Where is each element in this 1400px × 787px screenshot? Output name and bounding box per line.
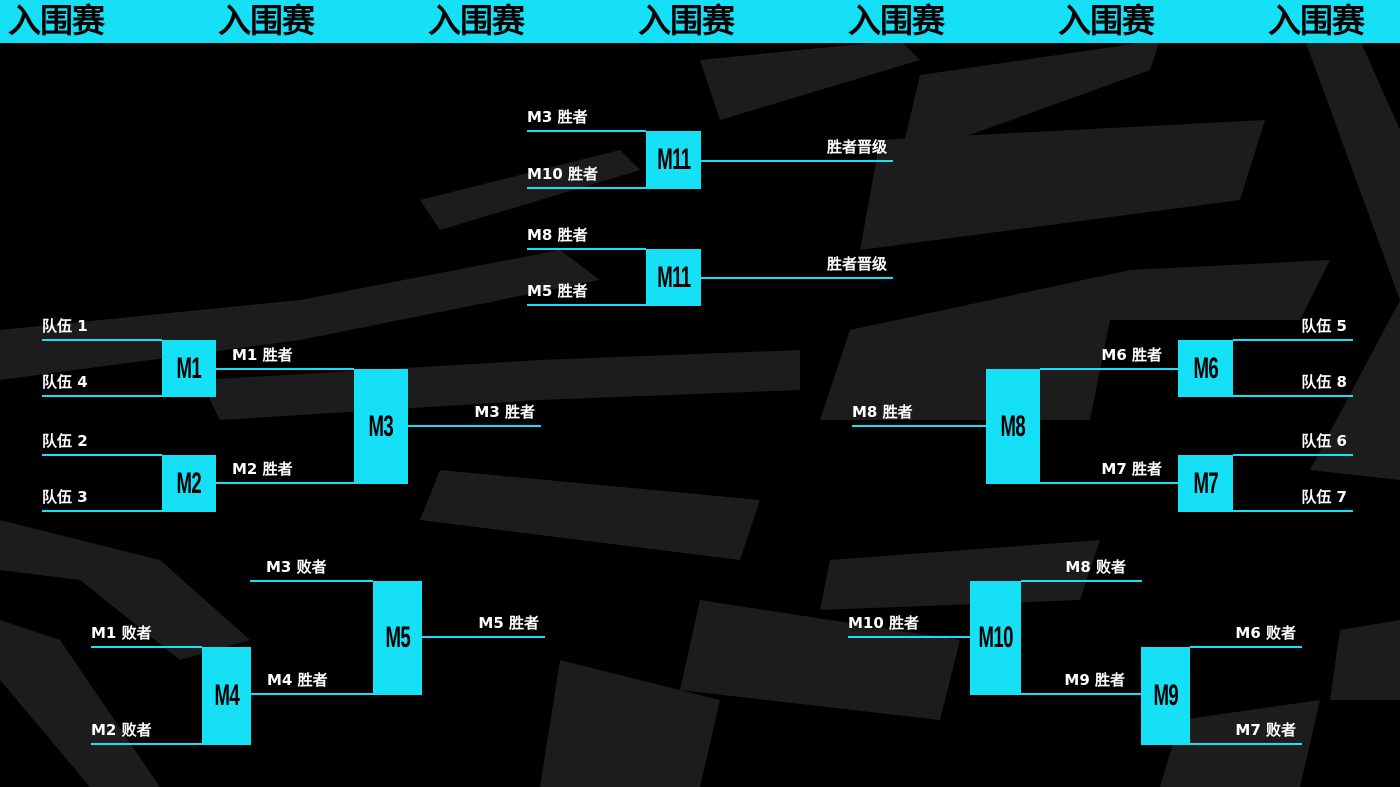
banner-title: 入围赛 (8, 1, 105, 40)
slot-label-m11b-bottom: M5 胜者 (527, 282, 588, 300)
match-box-m2: M2 (162, 455, 216, 512)
banner: 入围赛 入围赛 入围赛 入围赛 入围赛 入围赛 入围赛 (0, 0, 1400, 43)
connector-line (527, 187, 646, 189)
connector-line (91, 743, 202, 745)
connector-line (527, 248, 646, 250)
slot-label-m5-out: M5 胜者 (478, 614, 539, 632)
slot-label-team1: 队伍 1 (42, 317, 88, 335)
match-box-m7: M7 (1178, 455, 1233, 512)
match-box-m6: M6 (1178, 340, 1233, 397)
slot-label-team2: 队伍 2 (42, 432, 88, 450)
match-label: M3 (368, 409, 394, 443)
slot-label-m5-top: M3 败者 (266, 558, 327, 576)
slot-label-m11b-out: 胜者晋级 (826, 255, 887, 273)
connector-line (1233, 454, 1353, 456)
slot-label-m4-bottom: M2 败者 (91, 721, 152, 739)
match-box-m8: M8 (986, 369, 1040, 484)
banner-title: 入围赛 (428, 1, 525, 40)
connector-line (251, 693, 373, 695)
slot-label-m1-out: M1 胜者 (232, 346, 293, 364)
slot-label-m10-top: M8 败者 (1065, 558, 1126, 576)
slot-label-m11a-bottom: M10 胜者 (527, 165, 599, 183)
banner-title: 入围赛 (848, 1, 945, 40)
match-label: M5 (385, 621, 410, 654)
connector-line (527, 130, 646, 132)
match-box-m3: M3 (354, 369, 408, 484)
match-label: M1 (176, 351, 202, 385)
slot-label-m7-out: M7 胜者 (1101, 460, 1162, 478)
slot-label-team5: 队伍 5 (1301, 317, 1347, 335)
slot-label-m11b-top: M8 胜者 (527, 226, 588, 244)
connector-line (1233, 510, 1353, 512)
slot-label-m11a-out: 胜者晋级 (826, 138, 887, 156)
banner-title: 入围赛 (218, 1, 315, 40)
connector-line (1233, 395, 1353, 397)
match-label: M11 (656, 260, 691, 294)
match-box-m11b: M11 (646, 249, 701, 306)
slot-label-m9-top: M6 败者 (1235, 624, 1296, 642)
connector-line (1233, 339, 1353, 341)
connector-line (852, 425, 986, 427)
connector-line (701, 277, 893, 279)
connector-line (91, 646, 202, 648)
match-label: M7 (1193, 466, 1218, 500)
match-label: M6 (1193, 351, 1218, 385)
slot-label-m11a-top: M3 胜者 (527, 108, 588, 126)
connector-line (408, 425, 541, 427)
match-label: M2 (176, 466, 202, 500)
slot-label-team3: 队伍 3 (42, 488, 88, 506)
slot-label-m2-out: M2 胜者 (232, 460, 293, 478)
connector-line (1190, 646, 1302, 648)
connector-line (216, 482, 354, 484)
banner-title: 入围赛 (1268, 1, 1365, 40)
slot-label-m10-out: M10 胜者 (848, 614, 920, 632)
slot-label-team7: 队伍 7 (1301, 488, 1347, 506)
slot-label-m4-top: M1 败者 (91, 624, 152, 642)
connector-line (1190, 743, 1302, 745)
match-box-m9: M9 (1141, 647, 1190, 745)
connector-line (42, 454, 162, 456)
match-box-m5: M5 (373, 581, 422, 695)
connector-line (701, 160, 893, 162)
match-box-m11a: M11 (646, 131, 701, 189)
match-box-m4: M4 (202, 647, 251, 745)
banner-title: 入围赛 (1058, 1, 1155, 40)
match-label: M4 (214, 679, 239, 712)
slot-label-m9-out: M9 胜者 (1064, 671, 1125, 689)
connector-line (1021, 693, 1141, 695)
connector-line (848, 636, 970, 638)
connector-line (42, 510, 162, 512)
slot-label-m8-out: M8 胜者 (852, 403, 913, 421)
match-label: M9 (1153, 679, 1178, 712)
match-label: M11 (656, 143, 691, 176)
slot-label-m4-out: M4 胜者 (267, 671, 328, 689)
connector-line (42, 395, 162, 397)
connector-line (42, 339, 162, 341)
match-box-m1: M1 (162, 340, 216, 397)
slot-label-m6-out: M6 胜者 (1101, 346, 1162, 364)
slot-label-m3-out: M3 胜者 (474, 403, 535, 421)
slot-label-team8: 队伍 8 (1301, 373, 1347, 391)
connector-line (1021, 580, 1142, 582)
slot-label-team6: 队伍 6 (1301, 432, 1347, 450)
match-label: M10 (978, 621, 1013, 654)
match-box-m10: M10 (970, 581, 1021, 695)
slot-label-team4: 队伍 4 (42, 373, 88, 391)
slot-label-m9-bottom: M7 败者 (1235, 721, 1296, 739)
banner-title: 入围赛 (638, 1, 735, 40)
connector-line (1040, 368, 1178, 370)
connector-line (527, 304, 646, 306)
connector-line (1040, 482, 1178, 484)
connector-line (422, 636, 545, 638)
connector-line (216, 368, 354, 370)
match-label: M8 (1000, 409, 1026, 443)
connector-line (250, 580, 373, 582)
